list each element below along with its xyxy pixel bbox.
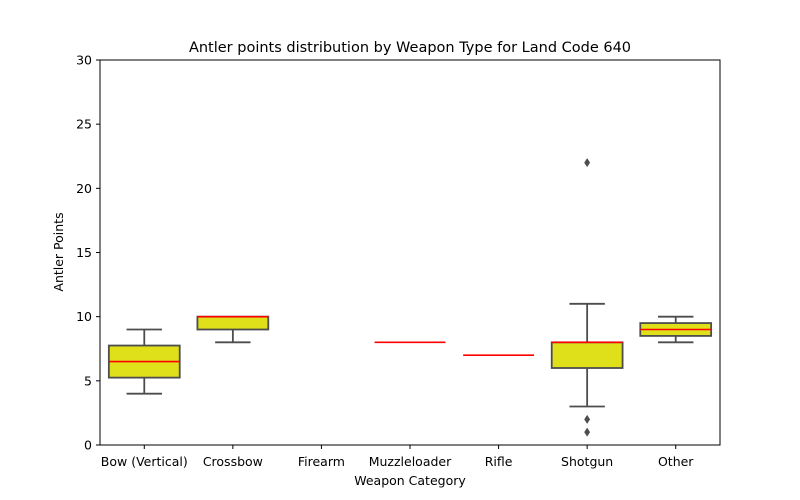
box-group bbox=[196, 315, 270, 344]
outlier-point bbox=[584, 158, 591, 168]
y-axis-label: Antler Points bbox=[51, 212, 66, 291]
chart-title: Antler points distribution by Weapon Typ… bbox=[189, 40, 631, 56]
x-tick-label: Muzzleloader bbox=[369, 454, 452, 469]
plot-area bbox=[107, 158, 713, 437]
box-iqr bbox=[550, 341, 624, 369]
box-iqr bbox=[196, 315, 270, 331]
y-tick-label: 15 bbox=[76, 245, 92, 260]
outlier-point bbox=[584, 427, 591, 437]
x-tick-label: Rifle bbox=[485, 454, 513, 469]
x-tick-label: Crossbow bbox=[203, 454, 263, 469]
box-group bbox=[639, 315, 713, 344]
outlier-point bbox=[584, 414, 591, 424]
box-group bbox=[550, 158, 624, 437]
y-tick-label: 0 bbox=[84, 438, 92, 453]
y-tick-label: 20 bbox=[76, 181, 92, 196]
y-tick-label: 25 bbox=[76, 117, 92, 132]
y-tick-label: 5 bbox=[84, 373, 92, 388]
x-tick-label: Shotgun bbox=[561, 454, 613, 469]
y-tick-label: 30 bbox=[76, 53, 92, 68]
x-axis: Bow (Vertical) Crossbow Firearm Muzzleloade… bbox=[101, 445, 694, 469]
x-tick-label: Other bbox=[658, 454, 694, 469]
y-tick-label: 10 bbox=[76, 309, 92, 324]
x-tick-label: Bow (Vertical) bbox=[101, 454, 188, 469]
plot-frame bbox=[99, 59, 721, 446]
x-tick-label: Firearm bbox=[298, 454, 345, 469]
y-axis: 0 5 10 15 20 25 30 bbox=[76, 53, 100, 453]
box-group bbox=[107, 328, 181, 395]
x-axis-label: Weapon Category bbox=[354, 473, 466, 488]
